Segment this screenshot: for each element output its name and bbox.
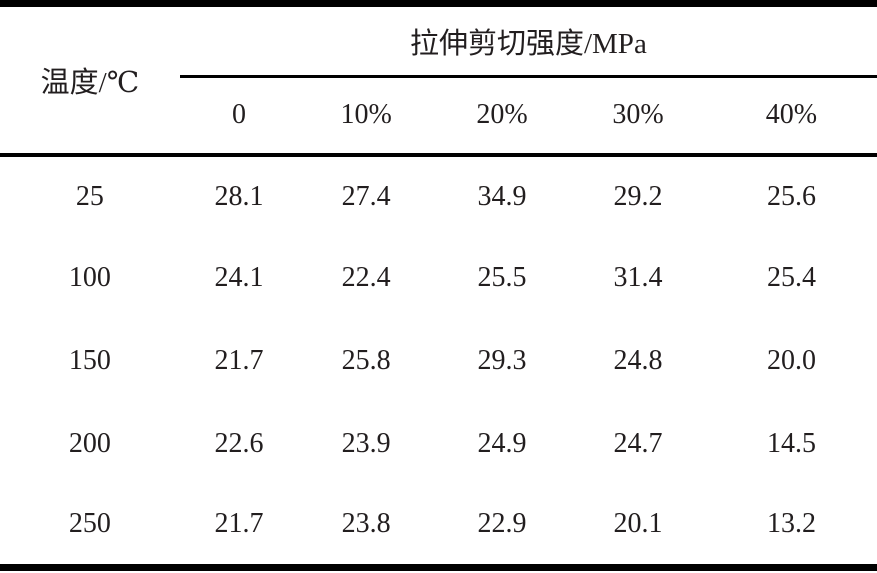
table-row: 150 21.7 25.8 29.3 24.8 20.0 [0,320,877,403]
value-cell: 20.0 [766,344,816,376]
value-cell: 22.9 [477,508,527,540]
value-cell: 22.4 [341,262,391,294]
column-header-10: 10% [298,76,435,157]
table-row: 250 21.7 23.8 22.9 20.1 13.2 [0,485,877,568]
value-cell: 25.5 [477,262,527,294]
value-cell: 24.7 [613,427,663,459]
value-cell: 25.6 [766,180,816,212]
table-row: 200 22.6 23.9 24.9 24.7 14.5 [0,402,877,485]
value-cell: 28.1 [214,180,264,212]
header-row-group: 温度/℃ 拉伸剪切强度/MPa [0,3,877,157]
header-row-percentages: 0 10% 20% 30% 40% [0,76,877,157]
table-row: 25 28.1 27.4 34.9 29.2 25.6 [0,155,877,238]
value-cell: 20.1 [613,508,663,540]
value-cell: 25.4 [766,262,816,294]
value-cell: 13.2 [766,508,816,540]
group-header-tensile-shear-strength: 拉伸剪切强度/MPa [179,3,877,78]
column-header-40: 40% [705,76,877,157]
value-cell: 24.1 [214,262,264,294]
value-cell: 29.3 [477,344,527,376]
temp-cell: 200 [68,427,111,459]
column-header-20: 20% [434,76,571,157]
value-cell: 25.8 [341,344,391,376]
table-row: 100 24.1 22.4 25.5 31.4 25.4 [0,237,877,320]
value-cell: 34.9 [477,180,527,212]
value-cell: 24.9 [477,427,527,459]
column-header-30: 30% [570,76,706,157]
temp-cell: 150 [68,344,111,376]
temp-cell: 25 [75,180,104,212]
value-cell: 22.6 [214,427,264,459]
value-cell: 23.9 [341,427,391,459]
value-cell: 21.7 [214,508,264,540]
value-cell: 24.8 [613,344,663,376]
value-cell: 21.7 [214,344,264,376]
value-cell: 14.5 [766,427,816,459]
temp-cell: 100 [68,262,111,294]
value-cell: 31.4 [613,262,663,294]
value-cell: 27.4 [341,180,391,212]
temperature-column-header: 温度/℃ [0,3,180,157]
temp-cell: 250 [68,508,111,540]
column-header-0: 0 [179,76,299,157]
value-cell: 23.8 [341,508,391,540]
value-cell: 29.2 [613,180,663,212]
